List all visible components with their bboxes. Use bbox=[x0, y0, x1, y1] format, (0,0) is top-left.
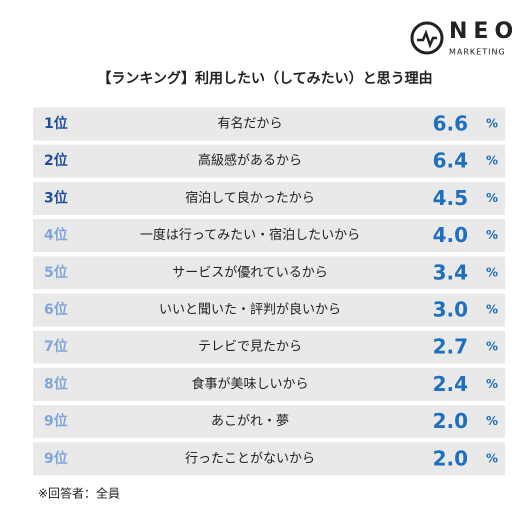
footnote: ※回答者：全員 bbox=[38, 486, 120, 501]
rank: 9位 bbox=[44, 413, 68, 430]
value: 3.4 bbox=[433, 260, 468, 284]
unit: % bbox=[486, 414, 498, 428]
logo-mark bbox=[410, 21, 444, 55]
rank: 2位 bbox=[44, 152, 68, 169]
rank: 1位 bbox=[44, 115, 68, 132]
reason: 食事が美味しいから bbox=[191, 376, 308, 392]
row-background bbox=[33, 107, 505, 141]
unit: % bbox=[486, 340, 498, 354]
rank: 7位 bbox=[44, 338, 68, 355]
row-background bbox=[33, 181, 505, 215]
value: 6.4 bbox=[433, 149, 468, 173]
rank: 4位 bbox=[44, 227, 68, 244]
unit: % bbox=[486, 117, 498, 131]
logo-name: NEO bbox=[449, 19, 519, 44]
value: 2.4 bbox=[433, 372, 468, 396]
rank: 8位 bbox=[44, 375, 68, 392]
row-background bbox=[33, 405, 505, 439]
reason: 高級感があるから bbox=[198, 153, 302, 169]
rank: 9位 bbox=[44, 450, 68, 467]
unit: % bbox=[486, 377, 498, 391]
unit: % bbox=[486, 228, 498, 242]
logo-line bbox=[417, 29, 437, 49]
value: 6.6 bbox=[433, 112, 468, 136]
unit: % bbox=[486, 451, 498, 465]
value: 4.0 bbox=[433, 223, 468, 247]
value: 2.7 bbox=[433, 335, 468, 359]
reason: 行ったことがないから bbox=[185, 451, 315, 466]
row-background bbox=[33, 330, 505, 364]
value: 3.0 bbox=[433, 298, 468, 322]
value: 2.0 bbox=[433, 409, 468, 433]
reason: 宿泊して良かったから bbox=[185, 190, 315, 206]
row-background bbox=[33, 144, 505, 178]
unit: % bbox=[486, 154, 498, 168]
reason: テレビで見たから bbox=[198, 340, 302, 355]
reason: 有名だから bbox=[217, 116, 282, 132]
title: 【ランキング】利用したい（してみたい）と思う理由 bbox=[97, 70, 432, 87]
ranking-list: 1位 有名だから 6.6 % 2位 高級感があるから 6.4 % 3位 宿泊して良かったから 4.5… bbox=[33, 107, 505, 476]
value: 4.5 bbox=[433, 186, 468, 210]
reason: いいと聞いた・評判が良いから bbox=[159, 302, 341, 318]
rank: 3位 bbox=[44, 189, 68, 206]
logo-sub: MARKETING bbox=[449, 48, 506, 57]
unit: % bbox=[486, 265, 498, 279]
row-background bbox=[33, 367, 505, 401]
row-background bbox=[33, 293, 505, 327]
unit: % bbox=[486, 303, 498, 317]
value: 2.0 bbox=[433, 446, 468, 470]
rank: 6位 bbox=[44, 301, 68, 318]
row-background bbox=[33, 256, 505, 290]
reason: 一度は行ってみたい・宿泊したいから bbox=[140, 227, 360, 243]
rank: 5位 bbox=[44, 264, 68, 281]
row-background bbox=[33, 219, 505, 253]
reason: あこがれ・夢 bbox=[211, 414, 289, 429]
row-background bbox=[33, 442, 505, 476]
unit: % bbox=[486, 191, 498, 205]
reason: サービスが優れているから bbox=[172, 265, 328, 280]
